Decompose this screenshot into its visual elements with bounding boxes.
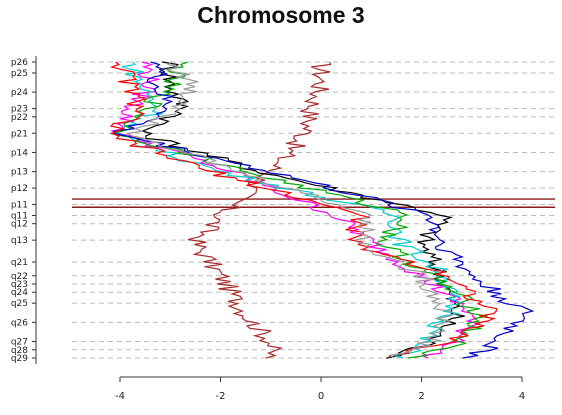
- series-line-7: [109, 61, 498, 359]
- series-line-5: [110, 61, 488, 359]
- series-line-6: [112, 61, 535, 359]
- x-tick-label-4: 4: [519, 391, 525, 402]
- band-label-q25: q25: [11, 299, 28, 309]
- series-line-1: [187, 61, 332, 359]
- band-label-q11: q11: [11, 211, 28, 221]
- band-label-p26: p26: [11, 58, 28, 68]
- x-axis: -4 -2 0 2 4: [115, 376, 525, 402]
- band-label-p14: p14: [11, 148, 28, 158]
- band-label-p11: p11: [11, 201, 28, 211]
- band-label-q28: q28: [11, 346, 28, 356]
- band-label-q27: q27: [11, 338, 28, 348]
- band-label-p22: p22: [11, 113, 28, 123]
- x-tick-label--4: -4: [115, 391, 125, 402]
- band-label-q13: q13: [11, 236, 28, 246]
- band-label-p12: p12: [11, 184, 28, 194]
- series-layer: [109, 61, 535, 359]
- band-label-q21: q21: [11, 258, 28, 268]
- band-label-q12: q12: [11, 220, 28, 230]
- x-tick-label--2: -2: [216, 391, 226, 402]
- band-label-q26: q26: [11, 318, 28, 328]
- x-tick-label-0: 0: [318, 391, 324, 402]
- chart-title: Chromosome 3: [197, 2, 365, 28]
- band-label-p13: p13: [11, 168, 28, 178]
- band-label-q29: q29: [11, 354, 28, 364]
- band-label-q24: q24: [11, 288, 28, 298]
- series-line-4: [112, 61, 462, 359]
- band-label-p21: p21: [11, 129, 28, 139]
- band-label-p25: p25: [11, 69, 28, 79]
- series-line-3: [110, 61, 481, 359]
- band-label-p23: p23: [11, 105, 28, 115]
- band-label-p24: p24: [11, 88, 28, 98]
- band-label-q23: q23: [11, 280, 28, 290]
- centromere-lines: [72, 198, 555, 208]
- x-tick-label-2: 2: [418, 391, 424, 402]
- band-label-q22: q22: [11, 272, 28, 282]
- series-line-8: [125, 61, 456, 359]
